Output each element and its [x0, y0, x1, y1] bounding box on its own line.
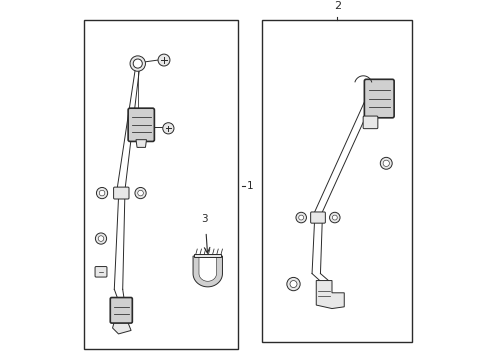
- FancyBboxPatch shape: [363, 116, 377, 129]
- Bar: [262, 20, 412, 342]
- Circle shape: [332, 215, 337, 220]
- Circle shape: [298, 215, 303, 220]
- Circle shape: [380, 157, 391, 169]
- Circle shape: [163, 123, 174, 134]
- Circle shape: [329, 212, 339, 223]
- Bar: [83, 20, 237, 349]
- Text: 3: 3: [201, 214, 207, 224]
- Circle shape: [133, 59, 142, 68]
- Polygon shape: [136, 140, 146, 147]
- Circle shape: [96, 188, 107, 199]
- Circle shape: [158, 54, 170, 66]
- Circle shape: [130, 56, 145, 71]
- Circle shape: [295, 212, 306, 223]
- Circle shape: [98, 236, 103, 241]
- Circle shape: [382, 160, 388, 166]
- Polygon shape: [199, 256, 216, 281]
- Circle shape: [289, 280, 296, 288]
- Polygon shape: [112, 322, 131, 334]
- Circle shape: [99, 190, 104, 196]
- FancyBboxPatch shape: [364, 79, 393, 118]
- Bar: [194, 254, 221, 257]
- FancyBboxPatch shape: [128, 108, 154, 141]
- Text: 2: 2: [333, 1, 340, 11]
- Text: 1: 1: [246, 181, 253, 191]
- Polygon shape: [316, 280, 344, 309]
- Circle shape: [138, 190, 143, 196]
- Circle shape: [95, 233, 106, 244]
- FancyBboxPatch shape: [95, 266, 107, 277]
- Circle shape: [135, 188, 146, 199]
- FancyBboxPatch shape: [310, 212, 325, 223]
- FancyBboxPatch shape: [110, 297, 132, 323]
- FancyBboxPatch shape: [113, 187, 129, 199]
- Polygon shape: [193, 256, 222, 287]
- Circle shape: [286, 278, 300, 291]
